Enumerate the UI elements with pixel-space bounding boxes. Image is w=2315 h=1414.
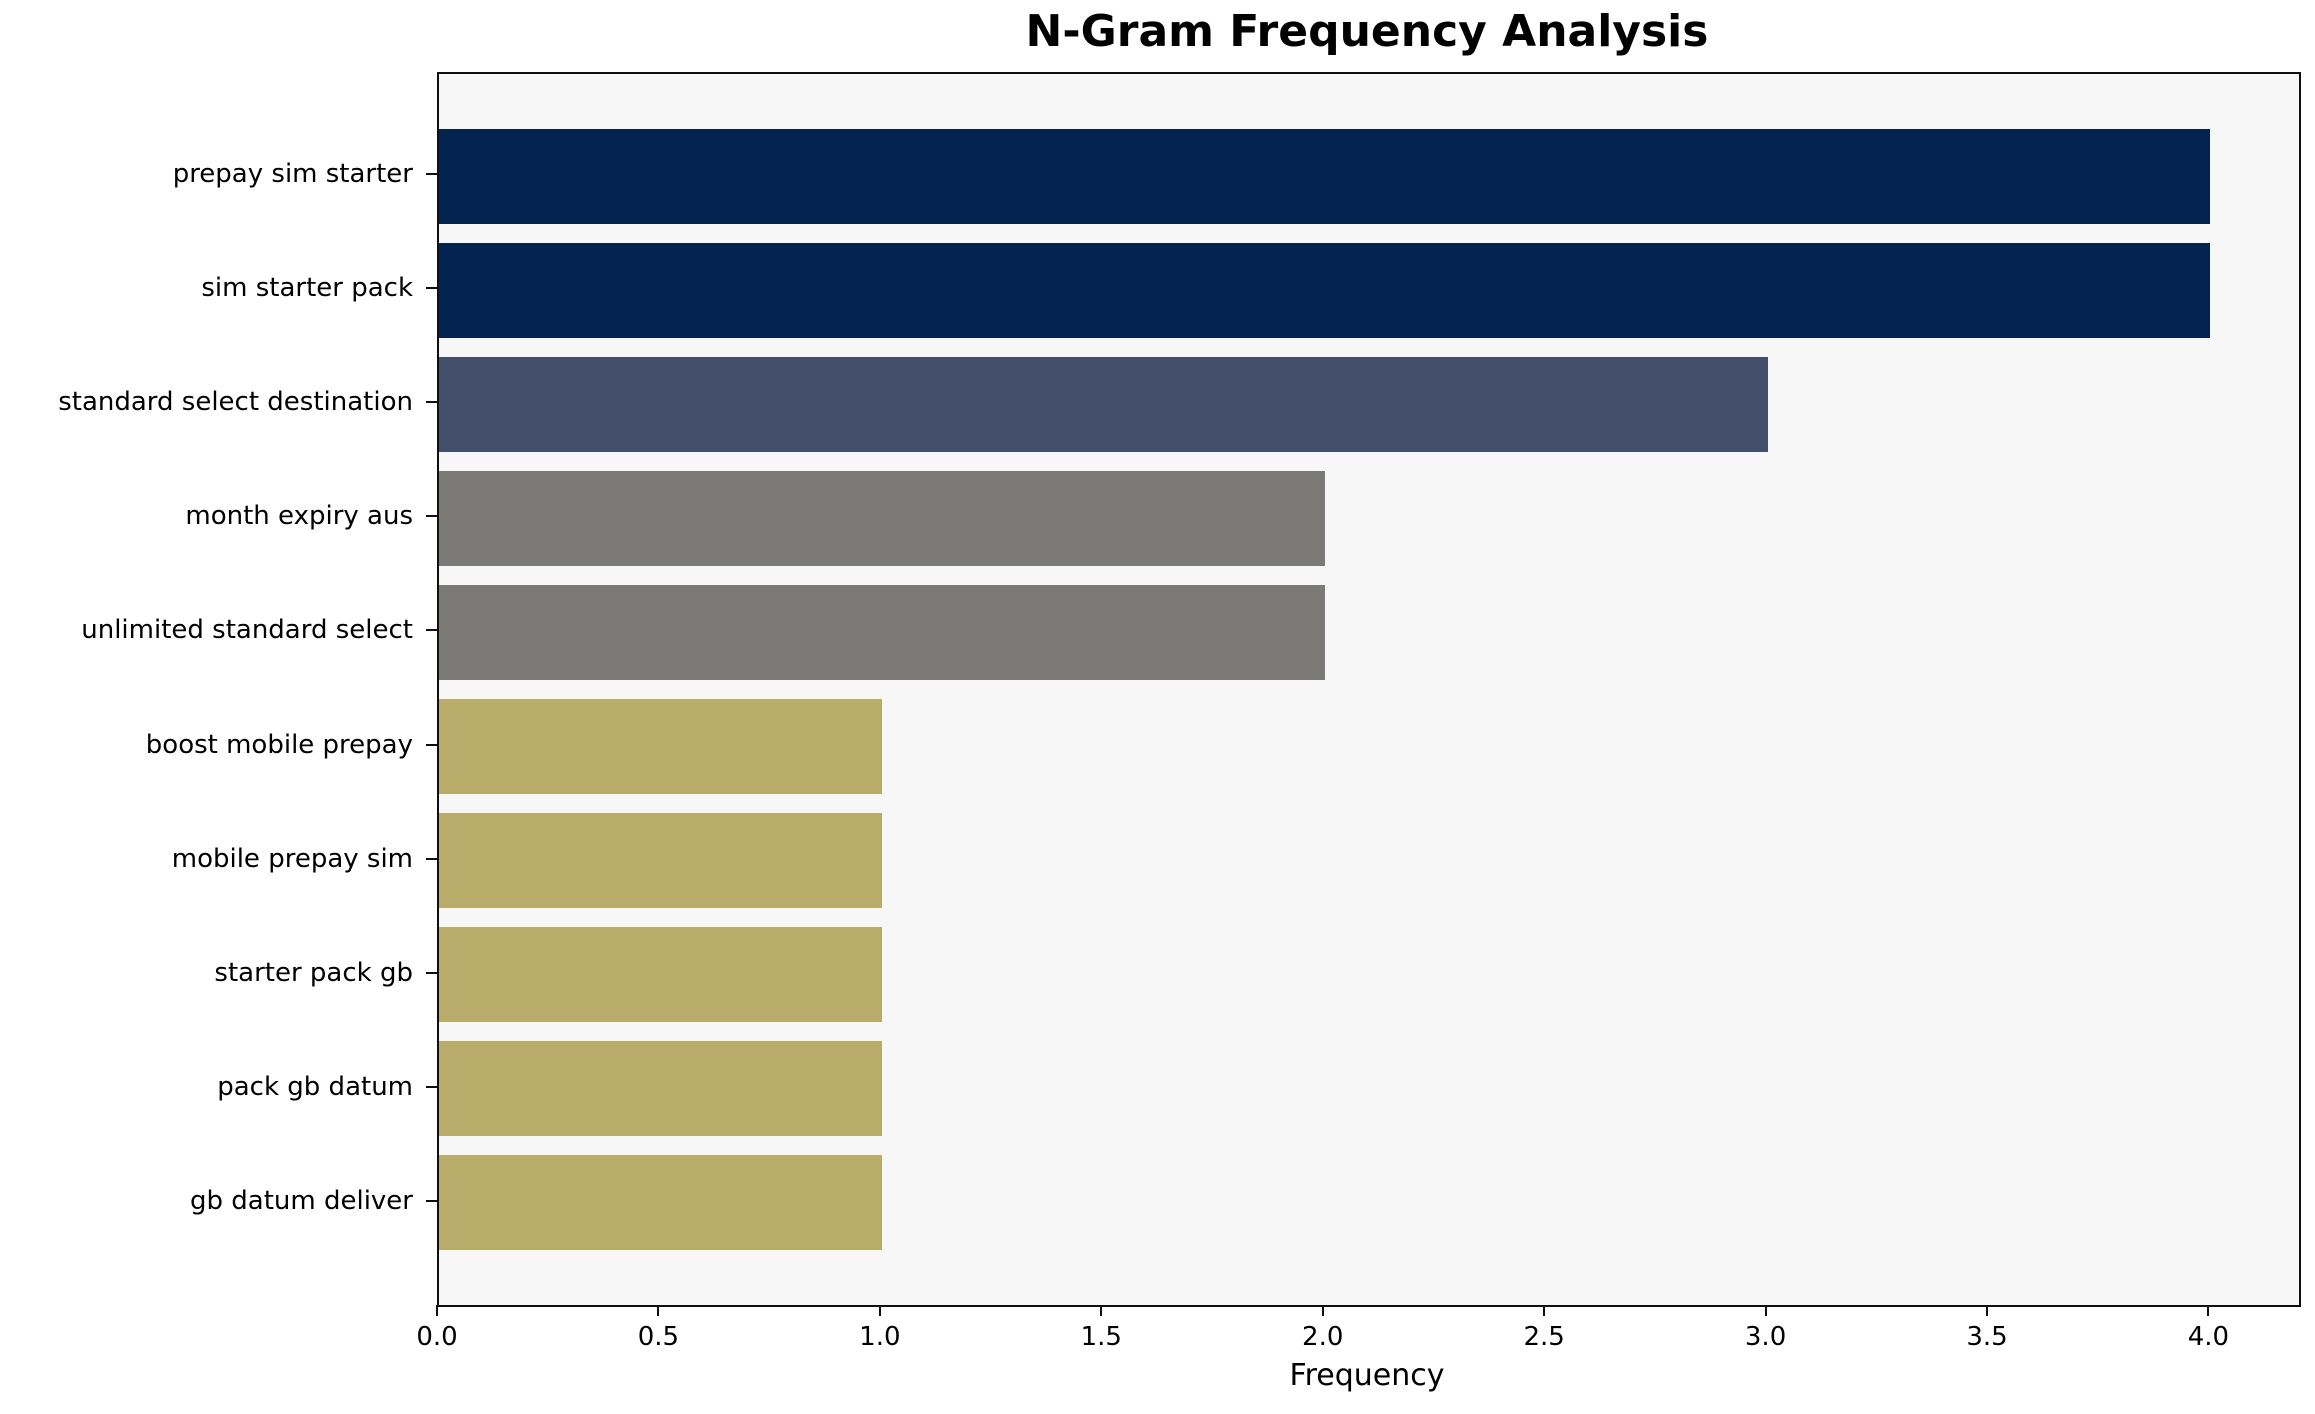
x-tick-mark [436,1305,438,1316]
bar [439,927,882,1023]
bar [439,699,882,795]
y-tick-label: month expiry aus [185,501,413,532]
y-tick-mark [426,173,437,175]
x-tick-mark [1986,1305,1988,1316]
x-tick-label: 0.0 [416,1322,458,1352]
bar [439,356,1768,452]
x-tick-label: 0.5 [637,1322,680,1352]
bar [439,584,1325,680]
x-tick-mark [1543,1305,1546,1316]
x-tick-label: 2.5 [1523,1322,1565,1352]
bar [439,470,1325,566]
y-tick-mark [426,857,437,860]
x-tick-label: 4.0 [2187,1322,2230,1352]
y-tick-label: starter pack gb [214,957,413,988]
y-tick-mark [426,743,437,746]
y-tick-label: sim starter pack [201,273,413,304]
y-tick-label: pack gb datum [217,1071,413,1102]
y-tick-label: prepay sim starter [172,159,413,189]
y-tick-label: mobile prepay sim [171,843,413,874]
x-tick-mark [1321,1305,1324,1316]
bar [439,242,2211,338]
x-tick-mark [2207,1305,2210,1316]
x-tick-mark [657,1305,660,1316]
plot-area [437,72,2301,1307]
y-tick-label: gb datum deliver [190,1185,413,1216]
bar [439,813,882,909]
y-tick-mark [426,1085,437,1088]
y-tick-mark [426,401,437,404]
x-tick-mark [1764,1305,1767,1316]
y-tick-mark [426,287,437,290]
y-tick-label: unlimited standard select [81,615,413,646]
x-tick-label: 3.0 [1744,1322,1787,1352]
x-axis-title: Frequency [1289,1358,1445,1393]
bar [439,128,2211,224]
y-tick-mark [426,629,437,632]
y-tick-mark [426,515,437,518]
y-tick-label: standard select destination [58,387,413,418]
y-tick-mark [426,971,437,974]
y-tick-mark [426,1199,437,1202]
x-tick-label: 1.5 [1080,1322,1122,1352]
chart-title: N-Gram Frequency Analysis [1025,6,1709,57]
bar [439,1155,882,1251]
x-tick-label: 3.5 [1966,1322,2008,1352]
x-tick-label: 1.0 [859,1322,901,1352]
x-tick-mark [878,1305,881,1316]
x-tick-mark [1100,1305,1103,1316]
bar [439,1041,882,1137]
x-tick-label: 2.0 [1302,1322,1344,1352]
y-tick-label: boost mobile prepay [145,729,413,760]
